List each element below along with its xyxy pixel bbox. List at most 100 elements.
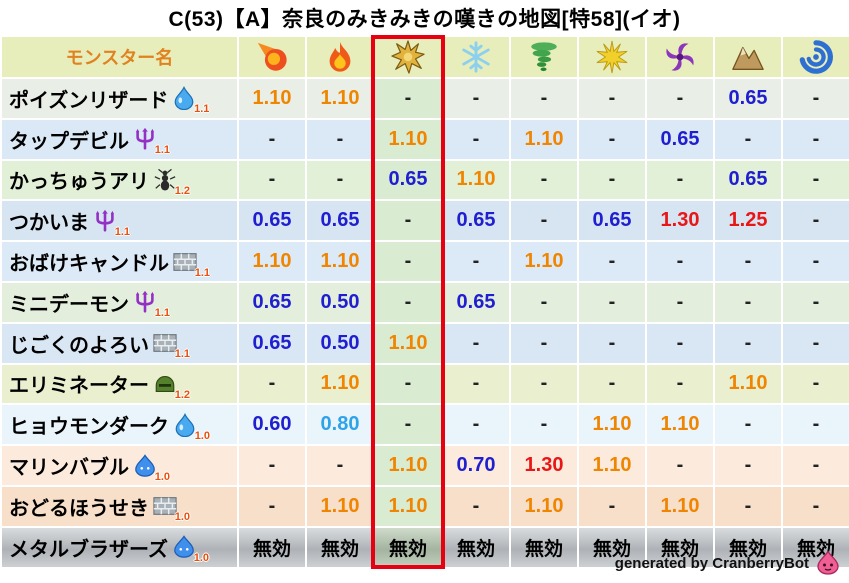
resistance-cell: - [509, 403, 579, 447]
resistance-cell: 無効 [713, 525, 783, 569]
resistance-cell: - [237, 158, 307, 202]
resistance-cell: - [781, 444, 849, 487]
resistance-cell: 1.10 [509, 240, 579, 283]
monster-name: つかいま [9, 212, 89, 235]
snowflake-icon [441, 35, 511, 79]
monster-name-cell: つかいま 1.1 [0, 199, 239, 243]
ant-icon: 1.2 [153, 168, 190, 197]
monster-name-cell: メタルブラザーズ 1.0 [0, 525, 239, 569]
resistance-cell: - [645, 240, 715, 283]
resistance-cell: 0.65 [713, 158, 783, 202]
resistance-cell: 1.10 [509, 117, 579, 161]
resistance-cell: 0.65 [237, 199, 307, 243]
resistance-cell: - [577, 280, 647, 324]
resistance-cell: - [237, 117, 307, 161]
monster-name: おどるほうせき [9, 497, 149, 520]
resistance-cell: 0.65 [305, 199, 375, 243]
resistance-cell: 0.65 [713, 77, 783, 120]
monster-row: おばけキャンドル 1.1 1.10 1.10- -1.10- - - - [0, 240, 849, 283]
resistance-cell: - [645, 362, 715, 406]
resistance-cell: - [373, 199, 443, 243]
resistance-cell: 無効 [373, 525, 443, 569]
resistance-cell: - [577, 117, 647, 161]
monster-row: タップデビル 1.1- -1.10-1.10-0.65- - [0, 117, 849, 161]
resistance-cell: - [577, 77, 647, 120]
resistance-cell: - [305, 158, 375, 202]
monster-row: つかいま 1.1 0.65 0.65-0.65-0.65 1.30 1.25- [0, 199, 849, 243]
water-drop-icon: 1.0 [173, 412, 210, 442]
resistance-cell: 0.65 [645, 117, 715, 161]
resistance-cell: - [781, 240, 849, 283]
resistance-cell: 0.60 [237, 403, 307, 447]
monster-name: じごくのよろい [9, 334, 149, 357]
resistance-cell: - [305, 444, 375, 487]
demon-icon: 1.1 [133, 290, 170, 319]
monster-row: ミニデーモン 1.1 0.65 0.50-0.65- - - - - [0, 280, 849, 324]
resistance-cell: - [713, 280, 783, 324]
monster-name-cell: ポイズンリザード 1.1 [0, 77, 239, 120]
resistance-cell: - [373, 280, 443, 324]
resistance-cell: 1.30 [509, 444, 579, 487]
monster-name: ヒョウモンダーク [9, 416, 169, 439]
resistance-cell: - [373, 362, 443, 406]
monster-multiplier: 1.2 [174, 184, 190, 197]
resistance-cell: - [577, 158, 647, 202]
monster-row: じごくのよろい 1.1 0.65 0.50 1.10- - - - - - [0, 321, 849, 365]
resistance-cell: - [577, 240, 647, 283]
resistance-cell: - [237, 444, 307, 487]
resistance-cell: - [509, 158, 579, 202]
monster-row: ポイズンリザード 1.1 1.10 1.10- - - - -0.65- [0, 77, 849, 120]
resistance-cell: - [577, 321, 647, 365]
resistance-cell: - [373, 77, 443, 120]
resistance-cell: - [441, 77, 511, 120]
resistance-cell: - [509, 199, 579, 243]
resistance-cell: - [713, 484, 783, 528]
flame-icon [305, 35, 375, 79]
monster-multiplier: 1.1 [114, 225, 130, 238]
resistance-cell: 1.10 [373, 321, 443, 365]
monster-multiplier: 1.1 [194, 103, 210, 116]
monster-multiplier: 1.1 [154, 307, 170, 320]
resistance-cell: - [441, 484, 511, 528]
resistance-cell: - [577, 362, 647, 406]
monster-name: ミニデーモン [9, 293, 129, 316]
spark-icon [577, 35, 647, 79]
resistance-cell: 0.65 [441, 199, 511, 243]
table-body: ポイズンリザード 1.1 1.10 1.10- - - - -0.65- タップデビル 1.1- -… [0, 77, 849, 569]
resistance-cell: 0.80 [305, 403, 375, 447]
monster-row: エリミネーター 1.2-1.10- - - - -1.10- [0, 362, 849, 406]
monster-name-cell: ヒョウモンダーク 1.0 [0, 403, 239, 447]
demon-icon: 1.1 [93, 209, 130, 238]
resistance-cell: - [713, 117, 783, 161]
resistance-cell: 0.50 [305, 280, 375, 324]
resistance-cell: 1.10 [713, 362, 783, 406]
slime-icon: 1.0 [133, 453, 170, 483]
resistance-cell: 1.10 [645, 403, 715, 447]
monster-name-cell: ミニデーモン 1.1 [0, 280, 239, 324]
monster-name: タップデビル [9, 130, 129, 153]
header-row: モンスター名 [0, 35, 849, 79]
monster-multiplier: 1.1 [194, 266, 210, 279]
monster-multiplier: 1.0 [154, 470, 170, 483]
resistance-cell: - [645, 444, 715, 487]
resistance-cell: - [237, 484, 307, 528]
resistance-cell: - [713, 240, 783, 283]
monster-name: エリミネーター [9, 375, 149, 398]
dark-swirl-icon [645, 35, 715, 79]
resistance-cell: - [237, 362, 307, 406]
resistance-cell: 0.50 [305, 321, 375, 365]
monster-name-cell: おばけキャンドル 1.1 [0, 240, 239, 283]
resistance-cell: 1.10 [577, 403, 647, 447]
resistance-cell: - [645, 77, 715, 120]
resistance-cell: 無効 [509, 525, 579, 569]
monster-row: おどるほうせき 1.0-1.10 1.10-1.10-1.10- - [0, 484, 849, 528]
resistance-cell: - [645, 321, 715, 365]
resistance-cell: 0.65 [577, 199, 647, 243]
resistance-cell: - [781, 484, 849, 528]
monster-name: メタルブラザーズ [9, 538, 168, 561]
resistance-cell: 1.10 [237, 77, 307, 120]
resistance-cell: 1.10 [305, 362, 375, 406]
resistance-cell: 1.10 [645, 484, 715, 528]
resistance-cell: 1.10 [305, 77, 375, 120]
